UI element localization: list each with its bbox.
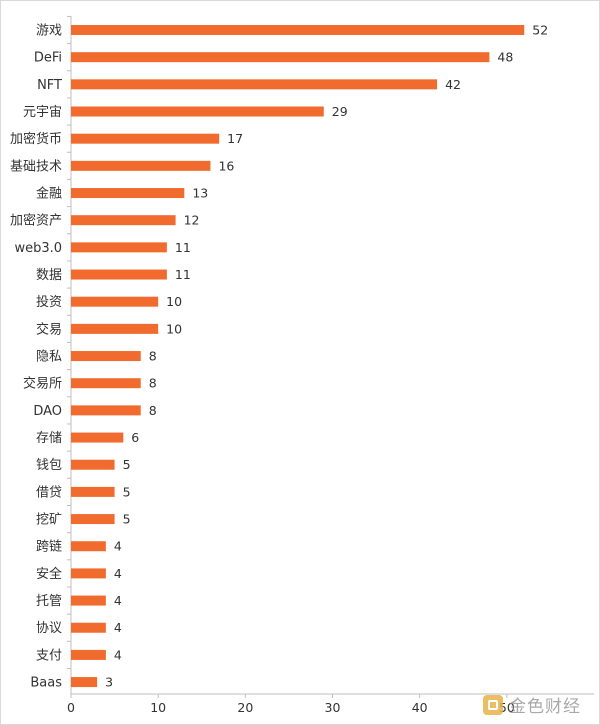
category-label: 跨链 — [36, 540, 62, 555]
value-label: 5 — [123, 457, 131, 472]
bar — [71, 323, 159, 334]
value-label: 4 — [114, 593, 122, 608]
x-tick-label: 40 — [412, 700, 428, 715]
x-tick-label: 10 — [150, 700, 166, 715]
category-label: 支付 — [36, 648, 62, 663]
jinse-logo-icon — [483, 694, 503, 715]
value-label: 4 — [114, 620, 122, 635]
x-tick-label: 30 — [325, 700, 341, 715]
bar — [71, 351, 141, 362]
category-label: DAO — [33, 404, 62, 419]
category-label: 金融 — [36, 186, 62, 202]
bar — [71, 622, 106, 633]
bar — [71, 133, 220, 144]
category-label: web3.0 — [14, 241, 62, 256]
bar — [71, 432, 124, 443]
x-tick-label: 0 — [67, 700, 75, 715]
category-label: 投资 — [36, 294, 62, 310]
bar — [71, 215, 176, 226]
value-label: 48 — [497, 50, 513, 65]
bar — [71, 514, 115, 525]
category-label: 游戏 — [36, 24, 62, 39]
value-label: 42 — [445, 77, 461, 92]
value-label: 8 — [149, 349, 157, 364]
value-label: 10 — [166, 321, 182, 336]
value-label: 5 — [123, 484, 131, 499]
bar — [71, 25, 525, 35]
bar — [71, 649, 106, 660]
bar — [71, 378, 141, 389]
value-label: 5 — [123, 512, 131, 527]
bar — [71, 405, 141, 416]
value-label: 8 — [149, 403, 157, 418]
bar — [71, 541, 106, 552]
category-label: 交易所 — [23, 376, 62, 392]
x-tick-label: 20 — [237, 700, 253, 715]
value-label: 10 — [166, 294, 182, 309]
bar — [71, 677, 98, 688]
value-label: 4 — [114, 566, 122, 581]
category-label: 存储 — [36, 431, 62, 446]
category-label: 加密资产 — [10, 213, 62, 229]
value-label: 13 — [192, 186, 208, 201]
value-label: 17 — [227, 131, 243, 146]
category-label: 借贷 — [36, 485, 62, 500]
category-label: 交易 — [36, 321, 62, 337]
bar — [71, 79, 438, 90]
bar — [71, 269, 167, 280]
bar — [71, 188, 185, 199]
category-label: 数据 — [36, 268, 62, 283]
value-label: 3 — [105, 675, 113, 690]
category-label: 挖矿 — [36, 513, 62, 528]
value-label: 52 — [532, 23, 548, 38]
value-label: 4 — [114, 539, 122, 554]
category-label: 协议 — [36, 621, 62, 636]
bar — [71, 296, 159, 307]
bar — [71, 595, 106, 606]
value-label: 6 — [131, 430, 139, 445]
bar — [71, 52, 490, 63]
value-label: 29 — [332, 104, 348, 119]
category-label: 隐私 — [36, 350, 62, 365]
value-label: 4 — [114, 647, 122, 662]
category-label: 安全 — [36, 566, 62, 582]
value-label: 16 — [218, 158, 234, 173]
category-label: Baas — [30, 676, 62, 691]
category-label: NFT — [37, 78, 62, 93]
watermark: 金色财经 — [483, 692, 581, 717]
value-label: 11 — [175, 240, 191, 255]
bar — [71, 459, 115, 470]
category-label: 托管 — [36, 594, 62, 609]
bar — [71, 486, 115, 497]
bar — [71, 106, 324, 117]
bar — [71, 242, 167, 253]
value-label: 12 — [184, 213, 200, 228]
category-label: 加密货币 — [10, 131, 62, 147]
category-label: 元宇宙 — [23, 105, 62, 120]
category-label: 钱包 — [36, 458, 62, 473]
bar — [71, 568, 106, 579]
bar — [71, 160, 211, 171]
value-label: 8 — [149, 376, 157, 391]
watermark-text: 金色财经 — [509, 697, 581, 717]
value-label: 11 — [175, 267, 191, 282]
category-label: 基础技术 — [10, 159, 62, 174]
category-label: DeFi — [34, 51, 62, 66]
